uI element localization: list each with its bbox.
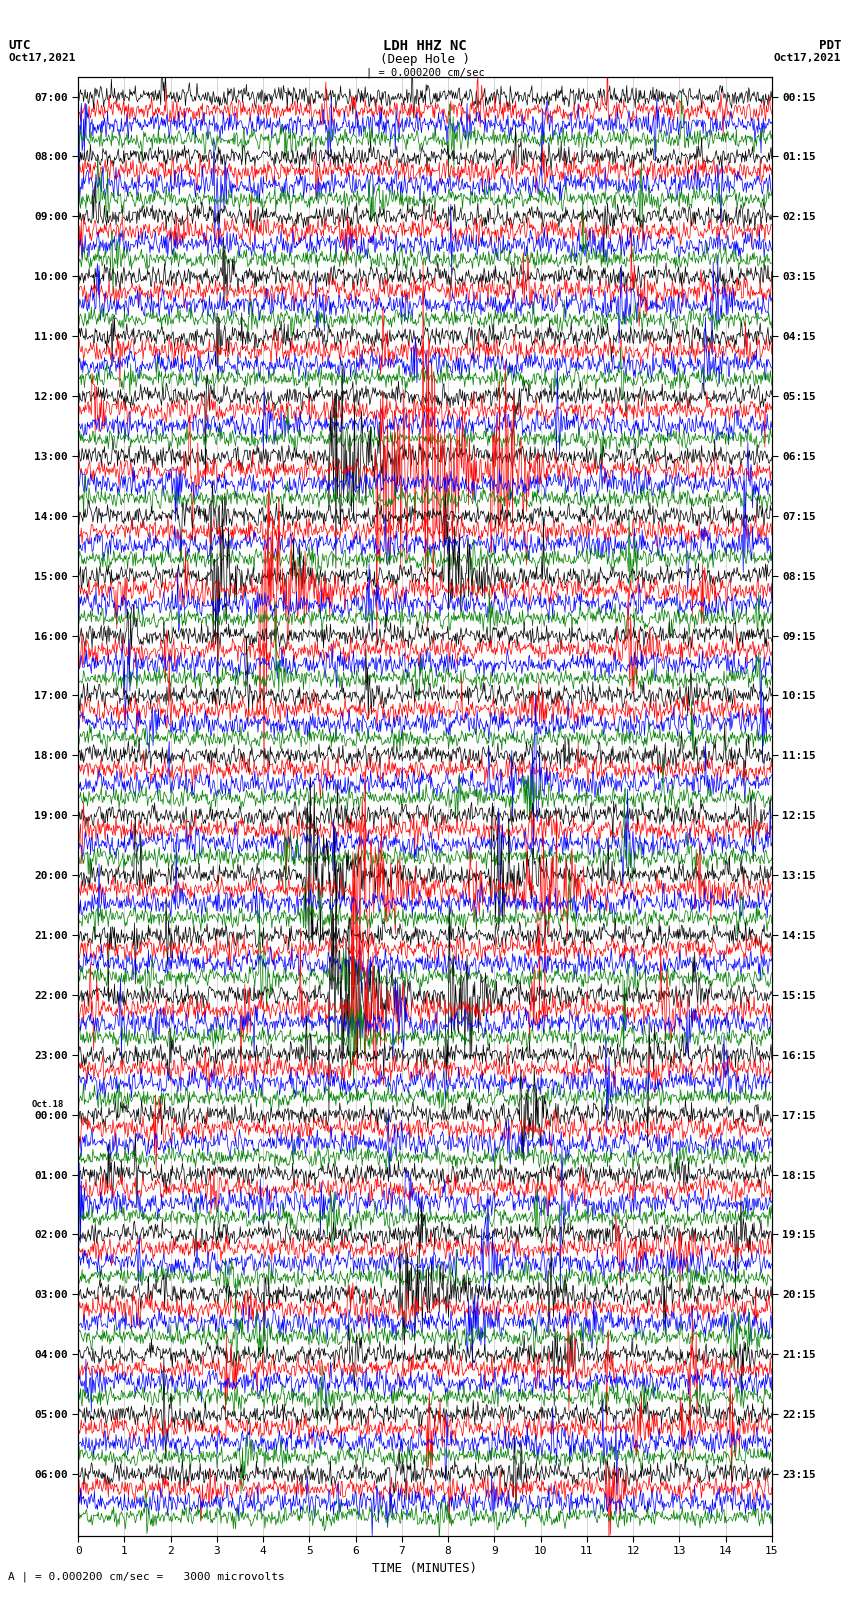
Text: (Deep Hole ): (Deep Hole ) bbox=[380, 53, 470, 66]
X-axis label: TIME (MINUTES): TIME (MINUTES) bbox=[372, 1561, 478, 1574]
Text: Oct17,2021: Oct17,2021 bbox=[774, 53, 842, 63]
Text: UTC: UTC bbox=[8, 39, 31, 52]
Text: Oct17,2021: Oct17,2021 bbox=[8, 53, 76, 63]
Text: PDT: PDT bbox=[819, 39, 842, 52]
Text: A | = 0.000200 cm/sec =   3000 microvolts: A | = 0.000200 cm/sec = 3000 microvolts bbox=[8, 1571, 286, 1582]
Text: LDH HHZ NC: LDH HHZ NC bbox=[383, 39, 467, 53]
Text: Oct.18: Oct.18 bbox=[32, 1100, 65, 1110]
Text: | = 0.000200 cm/sec: | = 0.000200 cm/sec bbox=[366, 68, 484, 79]
